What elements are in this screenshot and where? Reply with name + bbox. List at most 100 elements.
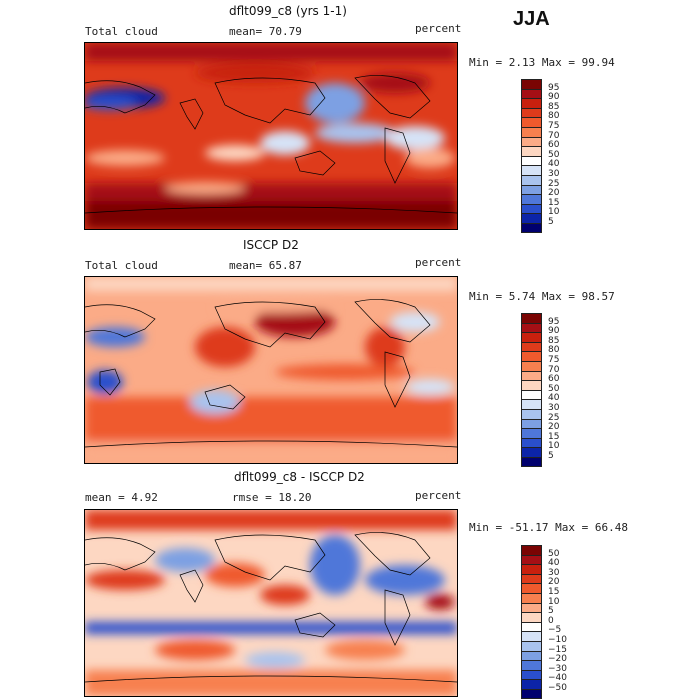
colorbar-tick-label: 20 [548,577,560,588]
colorbar-tick-label: 80 [548,345,560,356]
colorbar-tick-label: 10 [548,207,560,218]
panel-1-title: dflt099_c8 (yrs 1-1) [229,4,347,18]
colorbar-swatch [521,621,542,632]
colorbar-tick-label: 75 [548,121,560,131]
colorbar-swatch [521,194,542,204]
colorbar-tick-label: −30 [548,663,567,674]
colorbar-swatch [521,583,542,593]
colorbar-swatch [521,88,542,99]
colorbar-swatch [521,380,542,390]
colorbar-tick-label: −40 [548,673,567,684]
colorbar-tick-label: 15 [548,431,560,442]
colorbar-swatch [521,351,542,361]
colorbar-tick-label: 20 [548,188,560,199]
colorbar-swatch [521,409,542,419]
panel-1-map [84,42,458,230]
colorbar-tick-label: 30 [548,567,560,578]
colorbar-tick-label: 40 [548,558,560,569]
colorbar-swatch [521,175,542,185]
colorbar-tick-label: 40 [548,393,560,404]
colorbar-tick-label: 90 [548,92,560,103]
colorbar-tick-label: 85 [548,101,560,112]
colorbar-swatch [521,593,542,603]
panel-3-range-label: Min = -51.17 Max = 66.48 [469,521,628,534]
colorbar-swatch [521,98,542,108]
colorbar-tick-label: −10 [548,635,567,645]
colorbar-tick-label: 50 [548,548,560,559]
colorbar-swatch [521,669,542,680]
colorbar-tick-label: 75 [548,355,560,365]
colorbar-tick-label: 80 [548,111,560,122]
colorbar-swatch [521,223,542,233]
colorbar-swatch [521,602,542,613]
colorbar-swatch [521,428,542,438]
colorbar-tick-label: 15 [548,587,560,597]
colorbar-tick-label: −50 [548,683,567,693]
colorbar-tick-label: −15 [548,644,567,655]
colorbar-swatch [521,612,542,622]
panel-1-mean-label: mean= 70.79 [229,25,302,38]
panel-1-left-label: Total cloud [85,25,158,38]
colorbar-tick-label: 60 [548,374,560,385]
colorbar-tick-label: 95 [548,316,560,327]
colorbar-tick-label: 60 [548,140,560,151]
colorbar-tick-label: −5 [548,625,562,636]
colorbar-tick-label: 30 [548,169,560,179]
colorbar-swatch [521,332,542,342]
colorbar-swatch [521,361,542,371]
colorbar-tick-label: 15 [548,197,560,208]
panel-2-range-label: Min = 5.74 Max = 98.57 [469,290,615,303]
colorbar-swatch [521,399,542,409]
panel-2-left-label: Total cloud [85,259,158,272]
colorbar-tick-label: 10 [548,441,560,452]
colorbar-swatch [521,213,542,223]
panel-3-mean-label: mean = 4.92 [85,491,158,504]
panel-1-range-label: Min = 2.13 Max = 99.94 [469,56,615,69]
colorbar-swatch [521,689,542,699]
colorbar-swatch [521,341,542,352]
colorbar-swatch [521,165,542,175]
colorbar-swatch [521,660,542,670]
colorbar-tick-label: −20 [548,654,567,665]
colorbar-tick-label: 10 [548,596,560,607]
colorbar-tick-label: 95 [548,82,560,93]
colorbar-tick-label: 90 [548,326,560,337]
colorbar-swatch [521,322,542,333]
colorbar-swatch [521,203,542,214]
colorbar-tick-label: 50 [548,149,560,160]
colorbar-frame [521,545,542,699]
colorbar-swatch [521,631,542,641]
colorbar-swatch [521,146,542,156]
colorbar-swatch [521,136,542,147]
colorbar-tick-label: 25 [548,412,560,423]
panel-2-map [84,276,458,464]
colorbar-swatch [521,447,542,457]
colorbar-swatch [521,573,542,584]
colorbar-tick-label: 40 [548,159,560,170]
panel-2-mean-label: mean= 65.87 [229,259,302,272]
colorbar-swatch [521,437,542,448]
colorbar-swatch [521,107,542,118]
panel-3-units-label: percent [415,489,462,502]
colorbar-tick-label: 0 [548,615,554,626]
season-label: JJA [513,8,550,30]
colorbar-tick-label: 50 [548,383,560,394]
colorbar-tick-label: 5 [548,451,554,461]
colorbar-swatch [521,370,542,381]
colorbar-swatch [521,457,542,467]
colorbar-tick-label: 30 [548,403,560,413]
colorbar-swatch [521,564,542,574]
colorbar-swatch [521,389,542,400]
colorbar-tick-label: 5 [548,606,554,617]
colorbar-swatch [521,155,542,166]
colorbar-swatch [521,650,542,661]
colorbar-tick-label: 70 [548,130,560,141]
colorbar-frame [521,313,542,467]
panel-3-title: dflt099_c8 - ISCCP D2 [234,470,365,484]
panel-2-title: ISCCP D2 [243,238,299,252]
colorbar-frame [521,79,542,233]
colorbar-tick-label: 5 [548,217,554,227]
colorbar-swatch [521,127,542,137]
colorbar-swatch [521,641,542,651]
